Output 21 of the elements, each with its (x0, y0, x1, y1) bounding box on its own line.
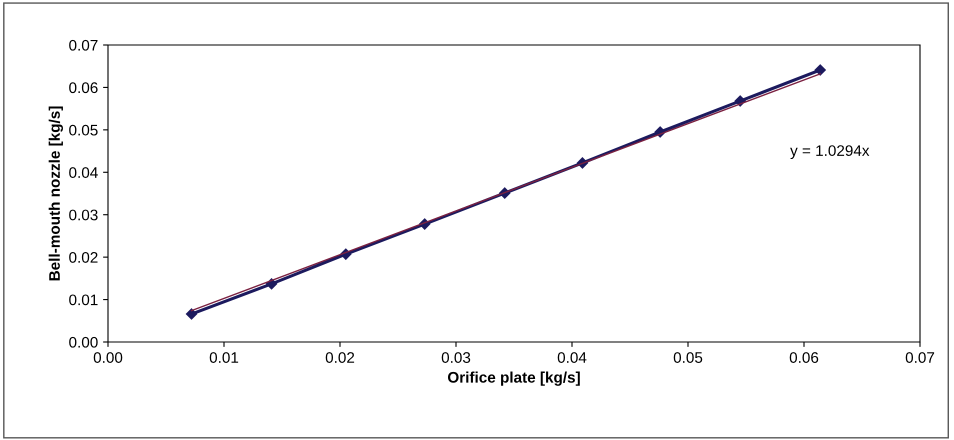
x-tick-label: 0.05 (674, 352, 702, 363)
point (814, 64, 826, 76)
x-axis-title: Orifice plate [kg/s] (448, 372, 580, 386)
y-tick-label: 0.00 (69, 336, 98, 348)
y-tick-label: 0.06 (69, 82, 98, 94)
y-axis-title: Bell-mouth nozzle [kg/s] (48, 106, 63, 280)
x-tick-label: 0.02 (326, 352, 354, 363)
x-tick-label: 0.07 (906, 352, 934, 363)
annotation: y = 1.0294x (790, 145, 870, 160)
y-tick-label: 0.02 (69, 252, 98, 263)
y-tick-label: 0.01 (69, 294, 98, 306)
point (186, 308, 198, 320)
x-tick-label: 0.01 (210, 352, 238, 363)
x-tick-label: 0.04 (558, 352, 586, 363)
y-tick-label: 0.07 (69, 40, 98, 51)
x-tick-label: 0.00 (94, 352, 122, 363)
y-tick-label: 0.04 (69, 167, 98, 178)
y-tick-label: 0.05 (69, 124, 98, 136)
x-tick-label: 0.06 (790, 352, 818, 363)
y-tick-label: 0.03 (69, 210, 98, 220)
x-tick-label: 0.03 (442, 352, 470, 363)
